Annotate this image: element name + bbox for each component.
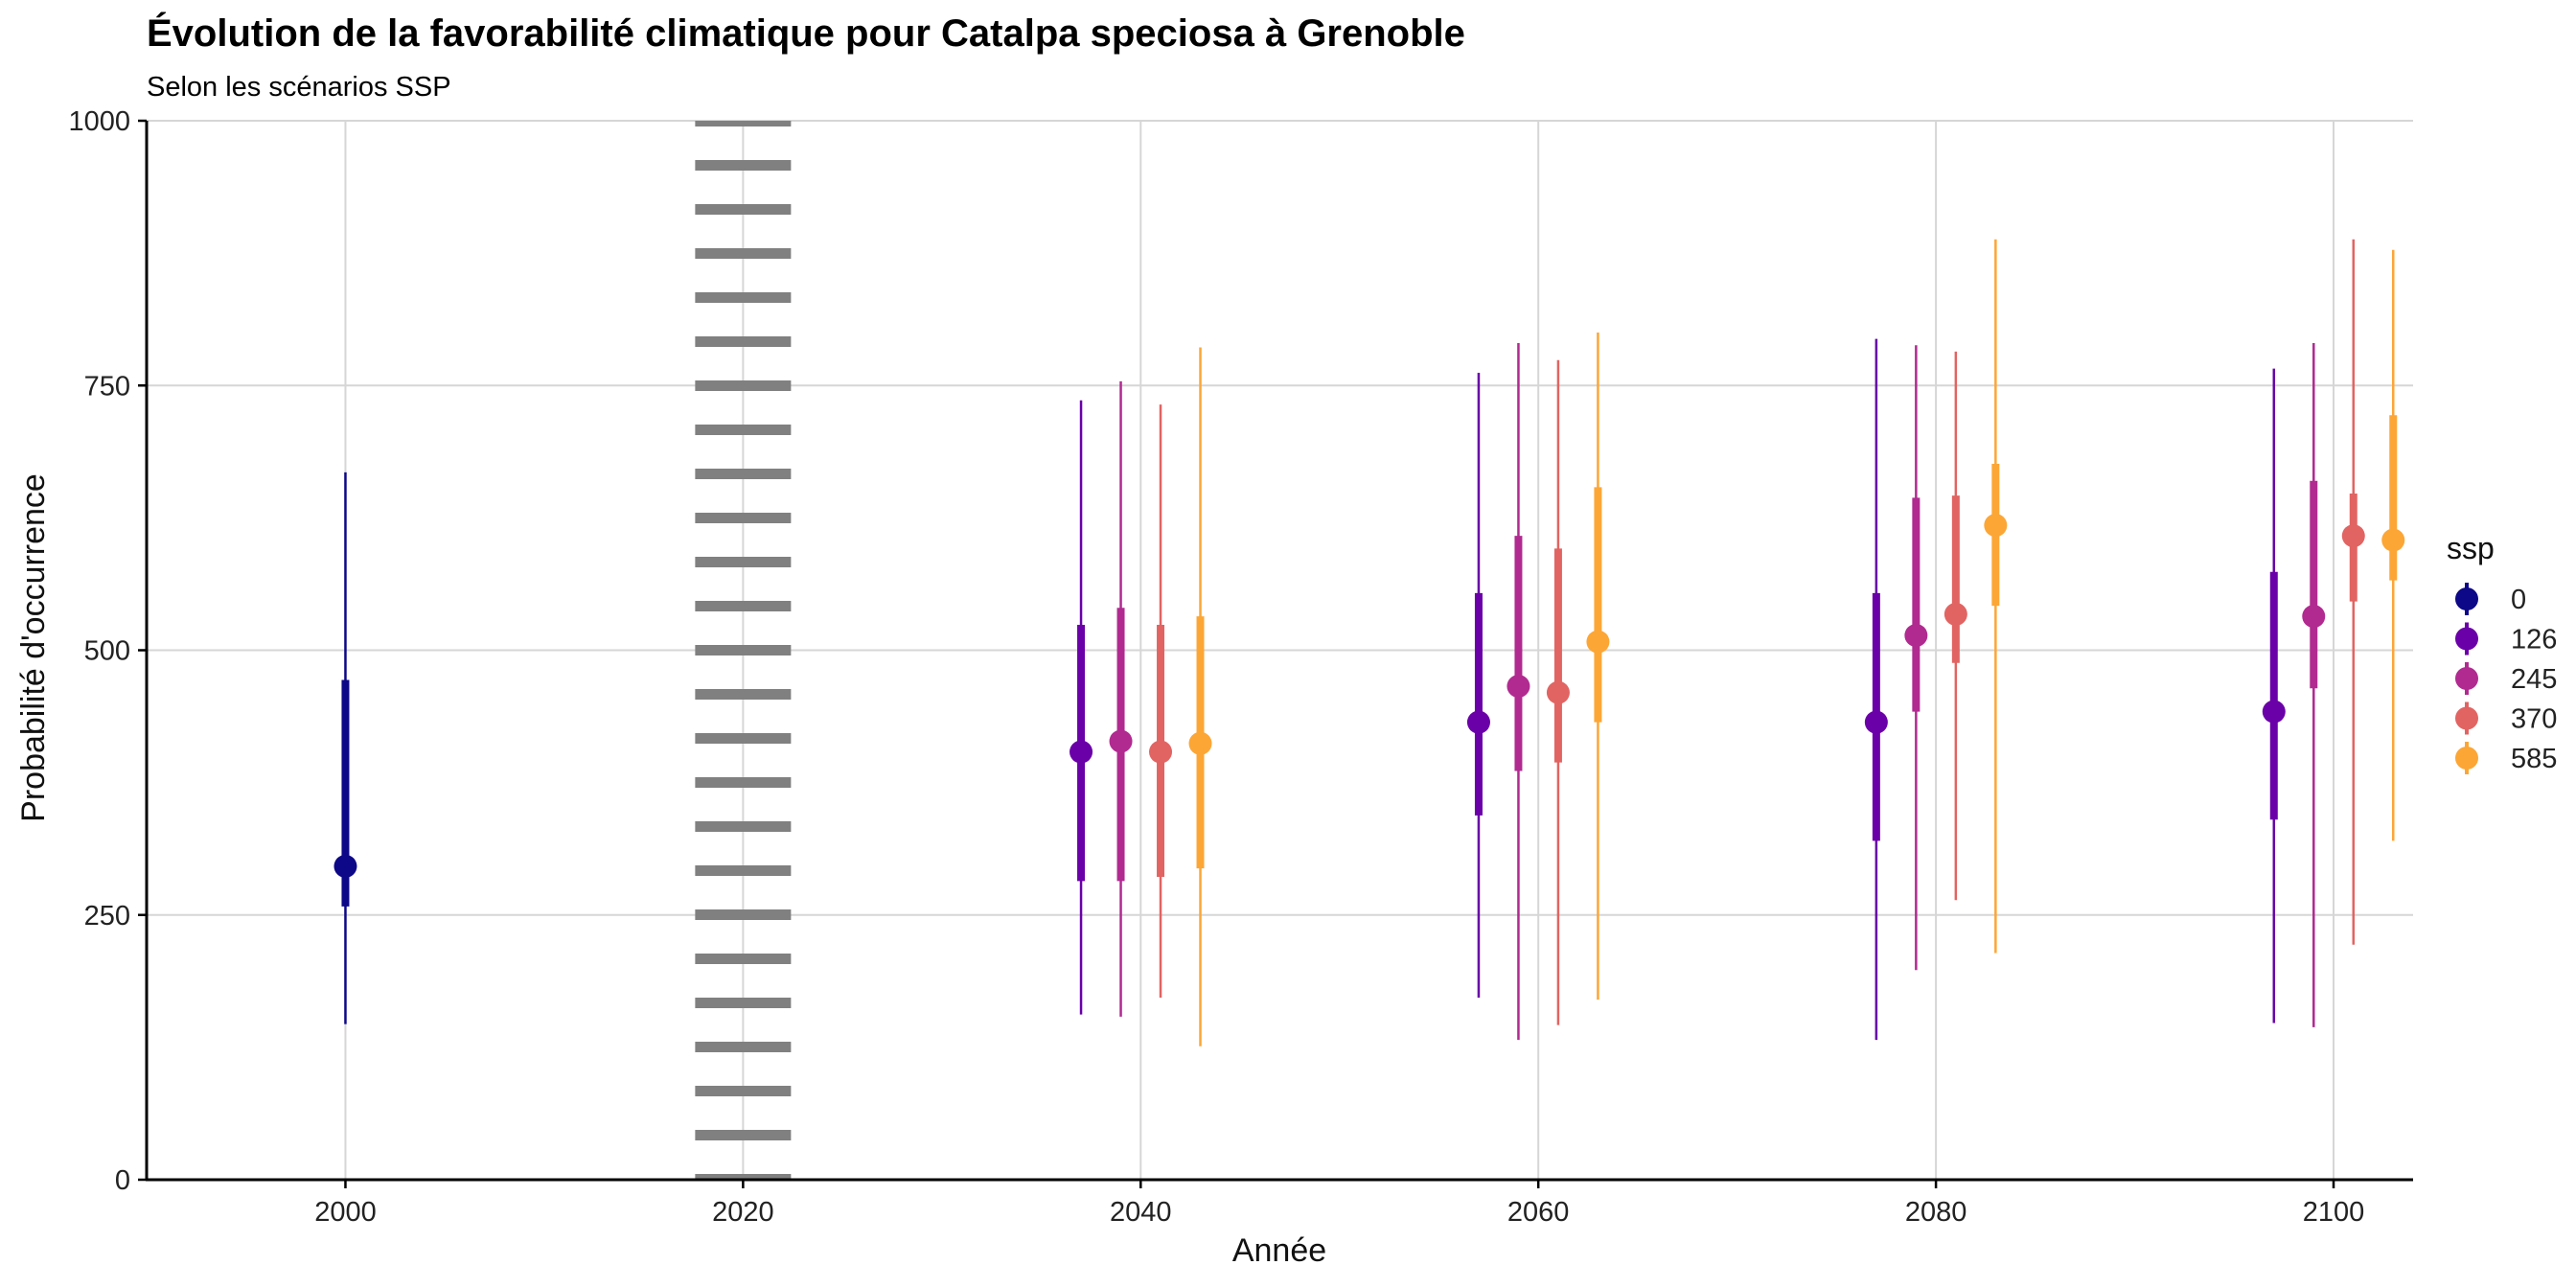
- y-axis-title: Probabilité d'occurrence: [15, 473, 52, 822]
- median-point-ssp-370-2080: [1944, 602, 1967, 626]
- legend-label-370: 370: [2511, 704, 2557, 735]
- y-tick-label-250: 250: [84, 901, 130, 932]
- series-ssp-126: [1070, 338, 2286, 1041]
- legend-key-point-0: [2455, 587, 2478, 610]
- chart-subtitle: Selon les scénarios SSP: [147, 72, 451, 103]
- x-tick-label-2020: 2020: [712, 1197, 774, 1228]
- grid: [147, 120, 2413, 1181]
- y-tick-label-500: 500: [84, 636, 130, 667]
- y-tick-label-0: 0: [115, 1165, 130, 1196]
- median-point-ssp-585-2060: [1586, 630, 1610, 654]
- legend-entry-ssp-245: 245: [2455, 662, 2557, 695]
- median-point-ssp-585-2040: [1188, 731, 1212, 755]
- y-tick-label-1000: 1000: [68, 106, 130, 137]
- x-tick-label-2080: 2080: [1905, 1197, 1967, 1228]
- median-point-ssp-370-2040: [1149, 740, 1173, 764]
- median-point-ssp-585-2080: [1984, 514, 2008, 538]
- y-tick-label-750: 750: [84, 371, 130, 402]
- median-point-ssp-0-2000: [334, 854, 357, 878]
- legend-entry-ssp-0: 0: [2455, 583, 2526, 615]
- series-ssp-370: [1149, 239, 2365, 1025]
- axes: 0 250 500 750 1000 2000 2020 2040 2060 2080 2100: [68, 106, 2413, 1228]
- median-point-ssp-245-2040: [1109, 729, 1133, 753]
- legend-label-245: 245: [2511, 664, 2557, 695]
- legend-key-point-585: [2455, 747, 2478, 770]
- legend-entry-ssp-585: 585: [2455, 742, 2557, 774]
- median-point-ssp-585-2100: [2381, 528, 2405, 552]
- median-point-ssp-370-2100: [2341, 524, 2365, 548]
- series-ssp-585: [1188, 239, 2405, 1046]
- median-point-ssp-245-2080: [1904, 624, 1928, 648]
- median-point-ssp-245-2100: [2302, 605, 2326, 629]
- median-point-ssp-126-2040: [1070, 740, 1093, 764]
- legend-key-point-370: [2455, 706, 2478, 730]
- legend: ssp 0 126 245 370 585: [2447, 531, 2557, 774]
- legend-label-585: 585: [2511, 744, 2557, 774]
- legend-entry-ssp-126: 126: [2455, 622, 2557, 656]
- x-axis-title: Année: [1232, 1232, 1326, 1269]
- median-point-ssp-126-2100: [2262, 700, 2286, 724]
- median-point-ssp-245-2060: [1506, 675, 1530, 699]
- x-tick-label-2100: 2100: [2303, 1197, 2365, 1228]
- median-point-ssp-126-2060: [1466, 710, 1490, 734]
- x-tick-label-2060: 2060: [1507, 1197, 1570, 1228]
- legend-key-point-245: [2455, 667, 2478, 690]
- x-tick-label-2000: 2000: [314, 1197, 377, 1228]
- legend-label-0: 0: [2511, 585, 2526, 615]
- legend-title: ssp: [2447, 531, 2495, 565]
- median-point-ssp-126-2080: [1864, 710, 1888, 734]
- median-point-ssp-370-2060: [1546, 680, 1570, 704]
- series-ssp-0: [334, 472, 357, 1024]
- series-layer: [334, 239, 2405, 1046]
- series-ssp-245: [1109, 343, 2326, 1041]
- legend-entry-ssp-370: 370: [2455, 702, 2557, 735]
- legend-label-126: 126: [2511, 625, 2557, 656]
- chart-title: Évolution de la favorabilité climatique …: [147, 12, 1465, 55]
- x-tick-label-2040: 2040: [1110, 1197, 1172, 1228]
- legend-key-point-126: [2455, 627, 2478, 651]
